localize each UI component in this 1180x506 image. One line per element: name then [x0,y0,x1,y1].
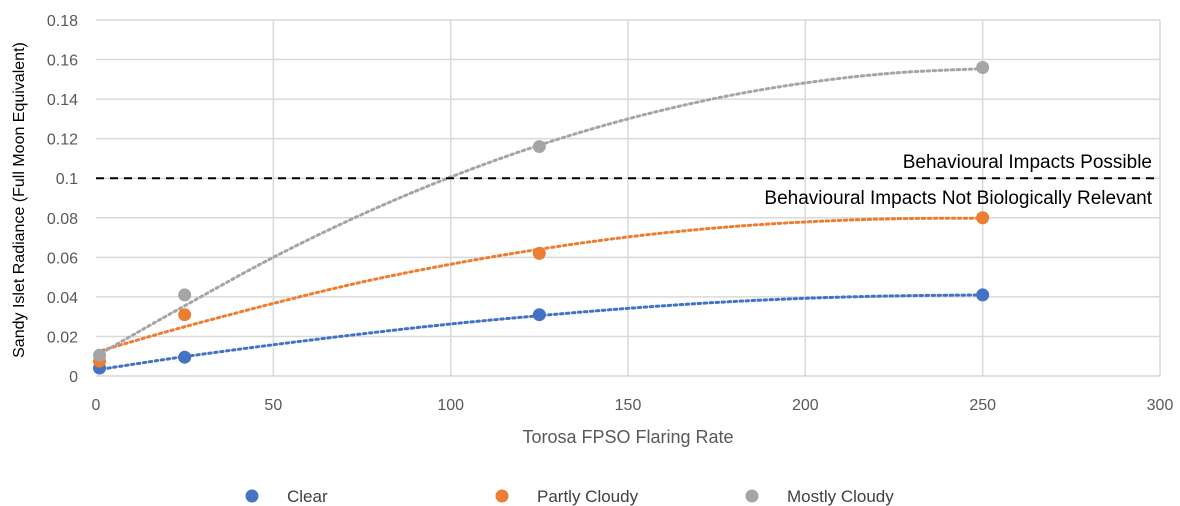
data-point-series-2 [178,288,192,302]
y-tick-labels: 0 0.02 0.04 0.06 0.08 0.1 0.12 0.14 0.16 0.18 [47,13,78,386]
y-tick-label: 0.08 [47,211,78,228]
y-tick-label: 0.14 [47,92,78,109]
legend-label-series-0: Clear [287,487,328,506]
x-tick-label: 50 [264,397,282,414]
trendline-series-1 [94,216,985,354]
y-tick-label: 0.04 [47,290,78,307]
legend-label-series-2: Mostly Cloudy [787,487,894,506]
annotation-not-biologically-relevant: Behavioural Impacts Not Biologically Rel… [764,188,1152,209]
y-axis-title: Sandy Islet Radiance (Full Moon Equivale… [11,42,28,358]
legend: Clear Partly Cloudy Mostly Cloudy [245,487,894,506]
data-point-series-0 [976,288,990,302]
legend-marker-series-2 [745,489,759,503]
x-tick-label: 100 [437,397,464,414]
data-point-series-1 [976,211,990,225]
y-tick-label: 0 [69,369,78,386]
trendlines [94,67,985,372]
x-tick-label: 150 [615,397,642,414]
data-points [93,60,990,375]
y-tick-label: 0.12 [47,132,78,149]
x-tick-label: 250 [969,397,996,414]
x-axis-title: Torosa FPSO Flaring Rate [522,427,733,447]
data-point-series-1 [178,308,192,322]
annotation-behavioural-impacts-possible: Behavioural Impacts Possible [903,152,1152,173]
data-point-series-2 [93,348,107,362]
legend-marker-series-0 [245,489,259,503]
trendline-series-2 [94,67,985,358]
vertical-gridlines [272,20,1161,376]
y-tick-label: 0.1 [56,171,78,188]
x-tick-labels: 0 50 100 150 200 250 300 [92,397,1174,414]
trendline-series-0 [94,293,985,372]
x-tick-label: 300 [1147,397,1174,414]
data-point-series-0 [532,308,546,322]
legend-marker-series-1 [495,489,509,503]
data-point-series-1 [532,246,546,260]
data-point-series-0 [178,350,192,364]
x-tick-label: 0 [92,397,101,414]
x-tick-label: 200 [792,397,819,414]
y-tick-label: 0.18 [47,13,78,30]
data-point-series-2 [976,60,990,74]
legend-label-series-1: Partly Cloudy [537,487,639,506]
y-tick-label: 0.02 [47,329,78,346]
y-tick-label: 0.16 [47,53,78,70]
y-tick-label: 0.06 [47,250,78,267]
data-point-series-2 [532,140,546,154]
